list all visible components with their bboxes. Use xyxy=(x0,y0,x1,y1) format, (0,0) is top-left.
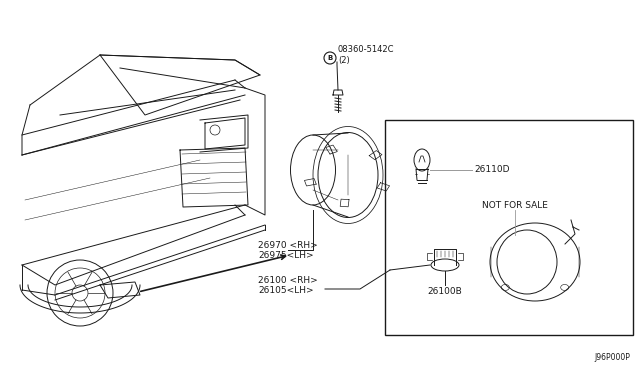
Text: 26100B: 26100B xyxy=(428,287,462,296)
Text: 26110D: 26110D xyxy=(474,166,509,174)
Text: (2): (2) xyxy=(338,55,349,64)
Text: 26970 <RH>: 26970 <RH> xyxy=(258,241,317,250)
Text: 26975<LH>: 26975<LH> xyxy=(258,251,314,260)
Text: NOT FOR SALE: NOT FOR SALE xyxy=(482,201,548,209)
Text: B: B xyxy=(328,55,333,61)
Text: 26105<LH>: 26105<LH> xyxy=(258,286,314,295)
Text: 26100 <RH>: 26100 <RH> xyxy=(258,276,317,285)
Text: 08360-5142C: 08360-5142C xyxy=(338,45,394,55)
Text: J96P000P: J96P000P xyxy=(594,353,630,362)
Bar xyxy=(385,120,633,335)
